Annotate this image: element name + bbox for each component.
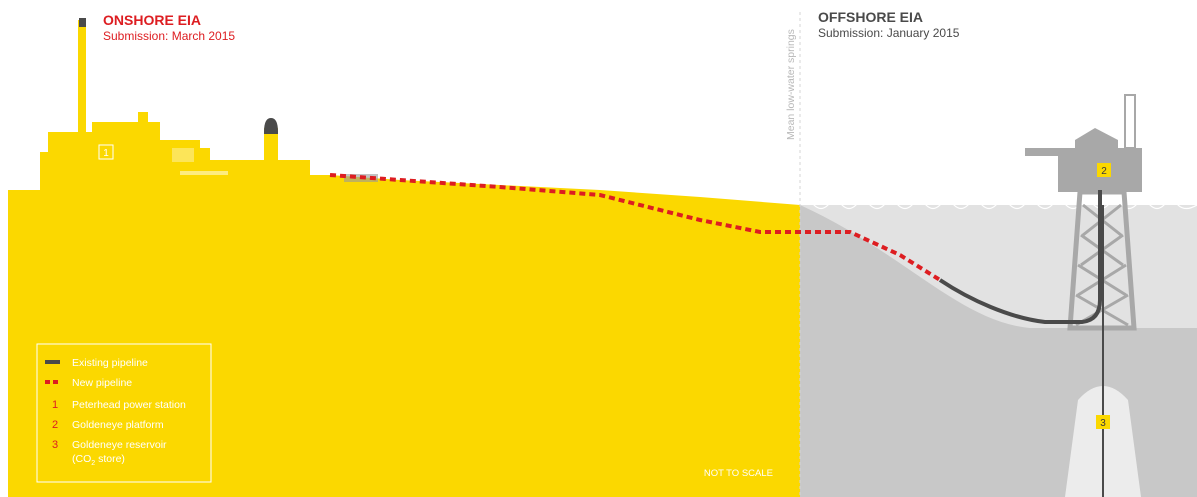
reservoir-marker-box	[1096, 415, 1110, 429]
building-detail	[172, 148, 194, 162]
not-to-scale-note: NOT TO SCALE	[704, 468, 773, 479]
offshore-title: OFFSHORE EIA	[818, 9, 923, 25]
legend-label-2: Goldeneye platform	[72, 419, 164, 431]
tall-chimney-cap	[79, 18, 86, 27]
legend-existing-label: Existing pipeline	[72, 357, 148, 369]
onshore-subtitle: Submission: March 2015	[103, 29, 235, 43]
legend-num-1: 1	[52, 399, 58, 411]
legend-label-1: Peterhead power station	[72, 399, 186, 411]
offshore-subtitle: Submission: January 2015	[818, 26, 960, 40]
crane-base	[1075, 128, 1118, 148]
boundary-label: Mean low-water springs	[785, 29, 797, 140]
legend-label-3-line2: (CO2 store)	[72, 453, 125, 467]
building-window-strip	[180, 171, 228, 175]
offshore-sea	[799, 200, 1197, 497]
platform-marker-box	[1097, 163, 1111, 177]
legend-label-3: Goldeneye reservoir	[72, 439, 167, 451]
sea-water-light	[800, 205, 1197, 328]
station-marker-number: 1	[103, 148, 109, 159]
new-pipeline	[329, 173, 942, 282]
legend-num-3: 3	[52, 439, 58, 451]
land-silhouette	[8, 20, 800, 497]
derrick	[1124, 94, 1136, 149]
onshore-title: ONSHORE EIA	[103, 12, 201, 28]
short-chimney-cap	[264, 118, 278, 134]
legend-box	[36, 343, 212, 483]
station-marker-box	[98, 144, 114, 160]
helideck	[1025, 148, 1065, 156]
platform-marker-number: 2	[1101, 166, 1107, 177]
existing-pipeline-seabed	[938, 190, 1102, 324]
legend-new-label: New pipeline	[72, 377, 132, 389]
legend-num-2: 2	[52, 419, 58, 431]
legend: Existing pipeline New pipeline 1 Peterhe…	[36, 343, 212, 483]
reservoir-marker-number: 3	[1100, 418, 1106, 429]
